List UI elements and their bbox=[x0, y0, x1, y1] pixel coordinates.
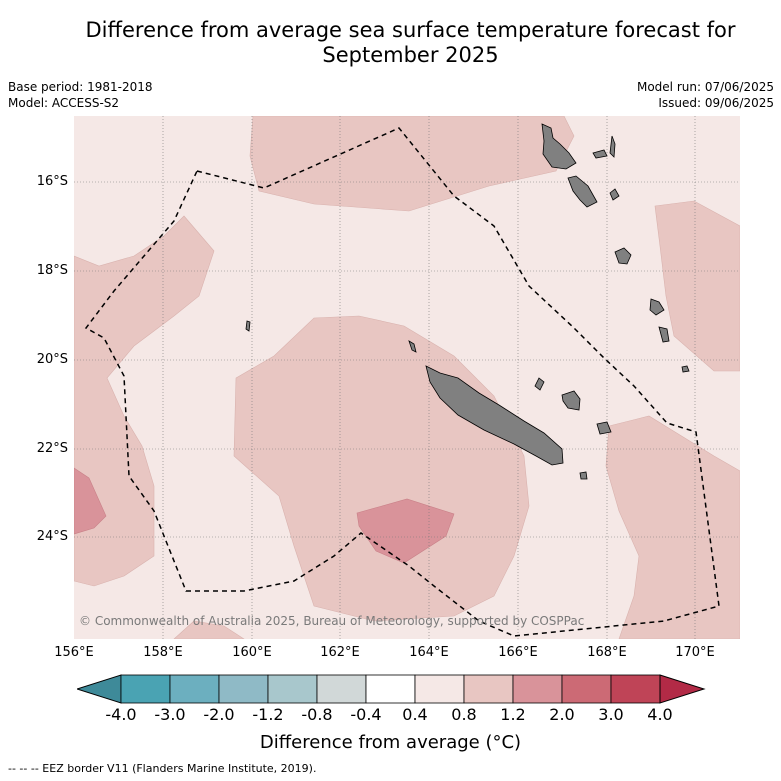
colorbar-cell bbox=[316, 674, 367, 704]
vanuatu-pentecost bbox=[609, 135, 616, 158]
lon-label-170e: 170°E bbox=[675, 645, 715, 660]
meta-right: Model run: 07/06/2025 Issued: 09/06/2025 bbox=[637, 79, 774, 111]
colorbar-tick: 2.0 bbox=[549, 705, 575, 724]
region-southeast bbox=[605, 415, 740, 639]
colorbar-tick: 1.2 bbox=[500, 705, 526, 724]
colorbar-tick: -2.0 bbox=[203, 705, 235, 724]
region-south bbox=[173, 620, 245, 639]
loyalty-island-mare bbox=[596, 421, 612, 435]
lat-label-24s: 24°S bbox=[36, 529, 68, 544]
colorbar-cell bbox=[267, 674, 318, 704]
lon-label-162e: 162°E bbox=[320, 645, 360, 660]
colorbar-tick: -1.2 bbox=[252, 705, 284, 724]
colorbar-tick: 0.4 bbox=[402, 705, 428, 724]
colorbar-cell bbox=[561, 674, 612, 704]
map-panel bbox=[74, 116, 740, 639]
base-period: Base period: 1981-2018 bbox=[8, 80, 153, 94]
vanuatu-epi bbox=[609, 188, 620, 201]
chesterfield-island bbox=[245, 320, 251, 332]
colorbar-cell bbox=[610, 674, 661, 704]
lon-label-160e: 160°E bbox=[232, 645, 272, 660]
colorbar-cells bbox=[120, 674, 661, 704]
colorbar-tick: 4.0 bbox=[647, 705, 673, 724]
lat-label-16s: 16°S bbox=[36, 174, 68, 189]
lat-label-20s: 20°S bbox=[36, 352, 68, 367]
vanuatu-aneityum bbox=[681, 365, 690, 373]
lon-label-168e: 168°E bbox=[587, 645, 627, 660]
belep-island bbox=[408, 340, 417, 353]
colorbar-tick: 3.0 bbox=[598, 705, 624, 724]
vanuatu-tanna bbox=[658, 326, 670, 343]
model-run: Model run: 07/06/2025 bbox=[636, 80, 774, 94]
colorbar-tick: -0.4 bbox=[350, 705, 382, 724]
loyalty-island-ouvea bbox=[534, 377, 545, 391]
region-north bbox=[249, 116, 575, 212]
landmasses bbox=[245, 123, 690, 480]
copyright-notice: © Commonwealth of Australia 2025, Bureau… bbox=[79, 614, 585, 628]
colorbar-cell bbox=[414, 674, 465, 704]
colorbar-over-arrow bbox=[659, 674, 706, 704]
graticule bbox=[74, 116, 740, 639]
colorbar-label: Difference from average (°C) bbox=[259, 732, 522, 753]
colorbar-tick: -0.8 bbox=[301, 705, 333, 724]
lon-label-156e: 156°E bbox=[54, 645, 94, 660]
lon-label-164e: 164°E bbox=[409, 645, 449, 660]
region-east bbox=[654, 200, 740, 372]
colorbar-cell bbox=[463, 674, 514, 704]
lon-label-158e: 158°E bbox=[143, 645, 183, 660]
lat-label-22s: 22°S bbox=[36, 441, 68, 456]
new-caledonia-island bbox=[425, 365, 564, 466]
colorbar-cell bbox=[512, 674, 563, 704]
issued-date: Issued: 09/06/2025 bbox=[658, 96, 774, 110]
vanuatu-efate bbox=[614, 247, 632, 265]
vanuatu-malekula bbox=[567, 175, 598, 208]
colorbar-tick: -3.0 bbox=[154, 705, 186, 724]
colorbar-cell bbox=[365, 674, 416, 704]
colorbar bbox=[77, 674, 706, 704]
sst-map bbox=[74, 116, 740, 639]
colorbar-under-arrow bbox=[77, 674, 122, 704]
vanuatu-erromango bbox=[649, 298, 665, 316]
colorbar-cell bbox=[218, 674, 269, 704]
title-line-2: September 2025 bbox=[322, 43, 499, 67]
title-line-1: Difference from average sea surface temp… bbox=[85, 18, 736, 42]
colorbar-cell bbox=[169, 674, 220, 704]
loyalty-island-lifou bbox=[561, 390, 581, 411]
eez-footnote: -- -- -- EEZ border V11 (Flanders Marine… bbox=[8, 762, 317, 775]
lon-label-166e: 166°E bbox=[498, 645, 538, 660]
chart-title: Difference from average sea surface temp… bbox=[40, 18, 781, 68]
colorbar-tick: 0.8 bbox=[451, 705, 477, 724]
colorbar-tick: -4.0 bbox=[105, 705, 137, 724]
region-west bbox=[74, 215, 215, 587]
vanuatu-ambae bbox=[592, 149, 608, 159]
eez-border bbox=[84, 127, 720, 637]
isle-of-pines bbox=[579, 471, 588, 480]
vanuatu-espiritu-santo bbox=[541, 123, 577, 170]
lat-label-18s: 18°S bbox=[36, 263, 68, 278]
meta-left: Base period: 1981-2018 Model: ACCESS-S2 bbox=[8, 79, 153, 111]
region-southwest-warm bbox=[74, 467, 107, 535]
colorbar-cell bbox=[120, 674, 171, 704]
anomaly-regions-0.8-1.2 bbox=[74, 116, 740, 639]
model-name: Model: ACCESS-S2 bbox=[8, 96, 120, 110]
